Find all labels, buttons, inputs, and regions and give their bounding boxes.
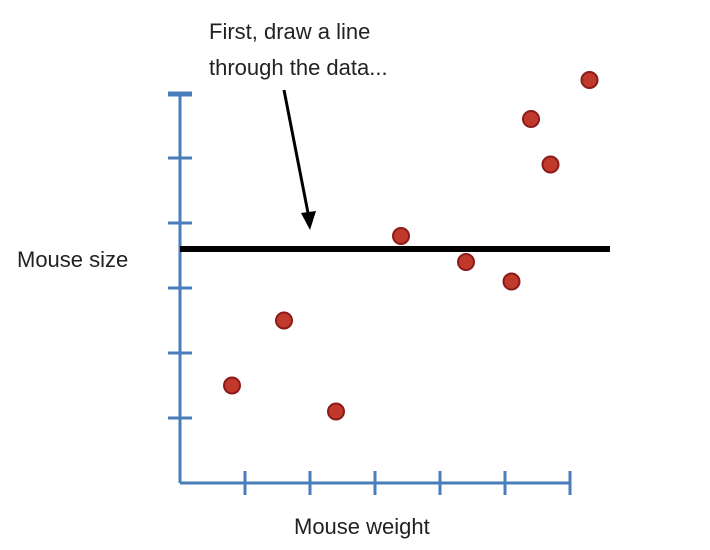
annotation-arrow-shaft [282,89,311,219]
data-point [541,155,560,174]
data-point [392,227,410,245]
annotation-line-1: First, draw a line [209,19,370,44]
data-point [457,253,475,271]
data-point [223,376,241,395]
data-point [502,272,521,291]
data-point [327,402,345,421]
x-axis-label: Mouse weight [294,514,430,539]
data-point [522,110,540,128]
y-axis-label: Mouse size [17,247,128,272]
annotation-arrow-head [301,211,316,230]
data-point [275,311,293,330]
annotation: First, draw a line through the data... [209,19,388,230]
data-points [223,71,599,421]
annotation-line-2: through the data... [209,55,388,80]
data-point [580,71,599,89]
axes [168,91,572,495]
